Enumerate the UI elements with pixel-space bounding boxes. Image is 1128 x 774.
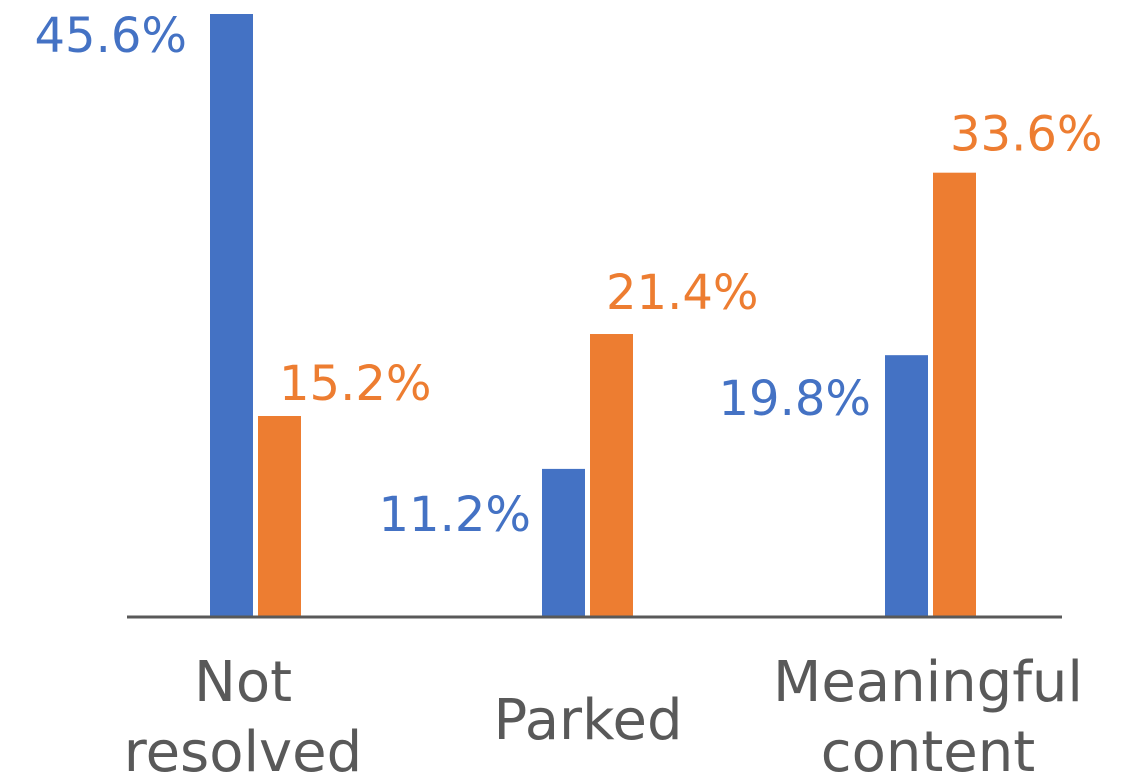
value-label-series2-cat3: 33.6% [950, 107, 1102, 163]
category-label-3-line-2: content [821, 720, 1035, 774]
value-label-series1-cat2: 11.2% [379, 487, 531, 543]
category-label-2-line-1: Parked [493, 688, 682, 753]
bar-series1-cat3 [885, 355, 928, 617]
bar-series1-cat1 [210, 14, 253, 617]
bar-series2-cat3 [933, 172, 976, 617]
value-label-series2-cat1: 15.2% [279, 356, 431, 412]
category-label-1-line-1: Not [194, 650, 292, 715]
bar-series2-cat1 [258, 416, 301, 617]
value-labels-layer: 45.6% 11.2% 19.8% 15.2% 21.4% 33.6% [35, 8, 1103, 543]
value-label-series2-cat2: 21.4% [606, 265, 758, 321]
value-label-series1-cat3: 19.8% [719, 371, 871, 427]
bar-series1-cat2 [542, 468, 585, 617]
category-label-3-line-1: Meaningful [773, 650, 1083, 715]
category-label-1-line-2: resolved [124, 720, 362, 774]
bars-layer [210, 14, 976, 617]
value-label-series1-cat1: 45.6% [35, 8, 187, 64]
bar-series2-cat2 [590, 334, 633, 617]
